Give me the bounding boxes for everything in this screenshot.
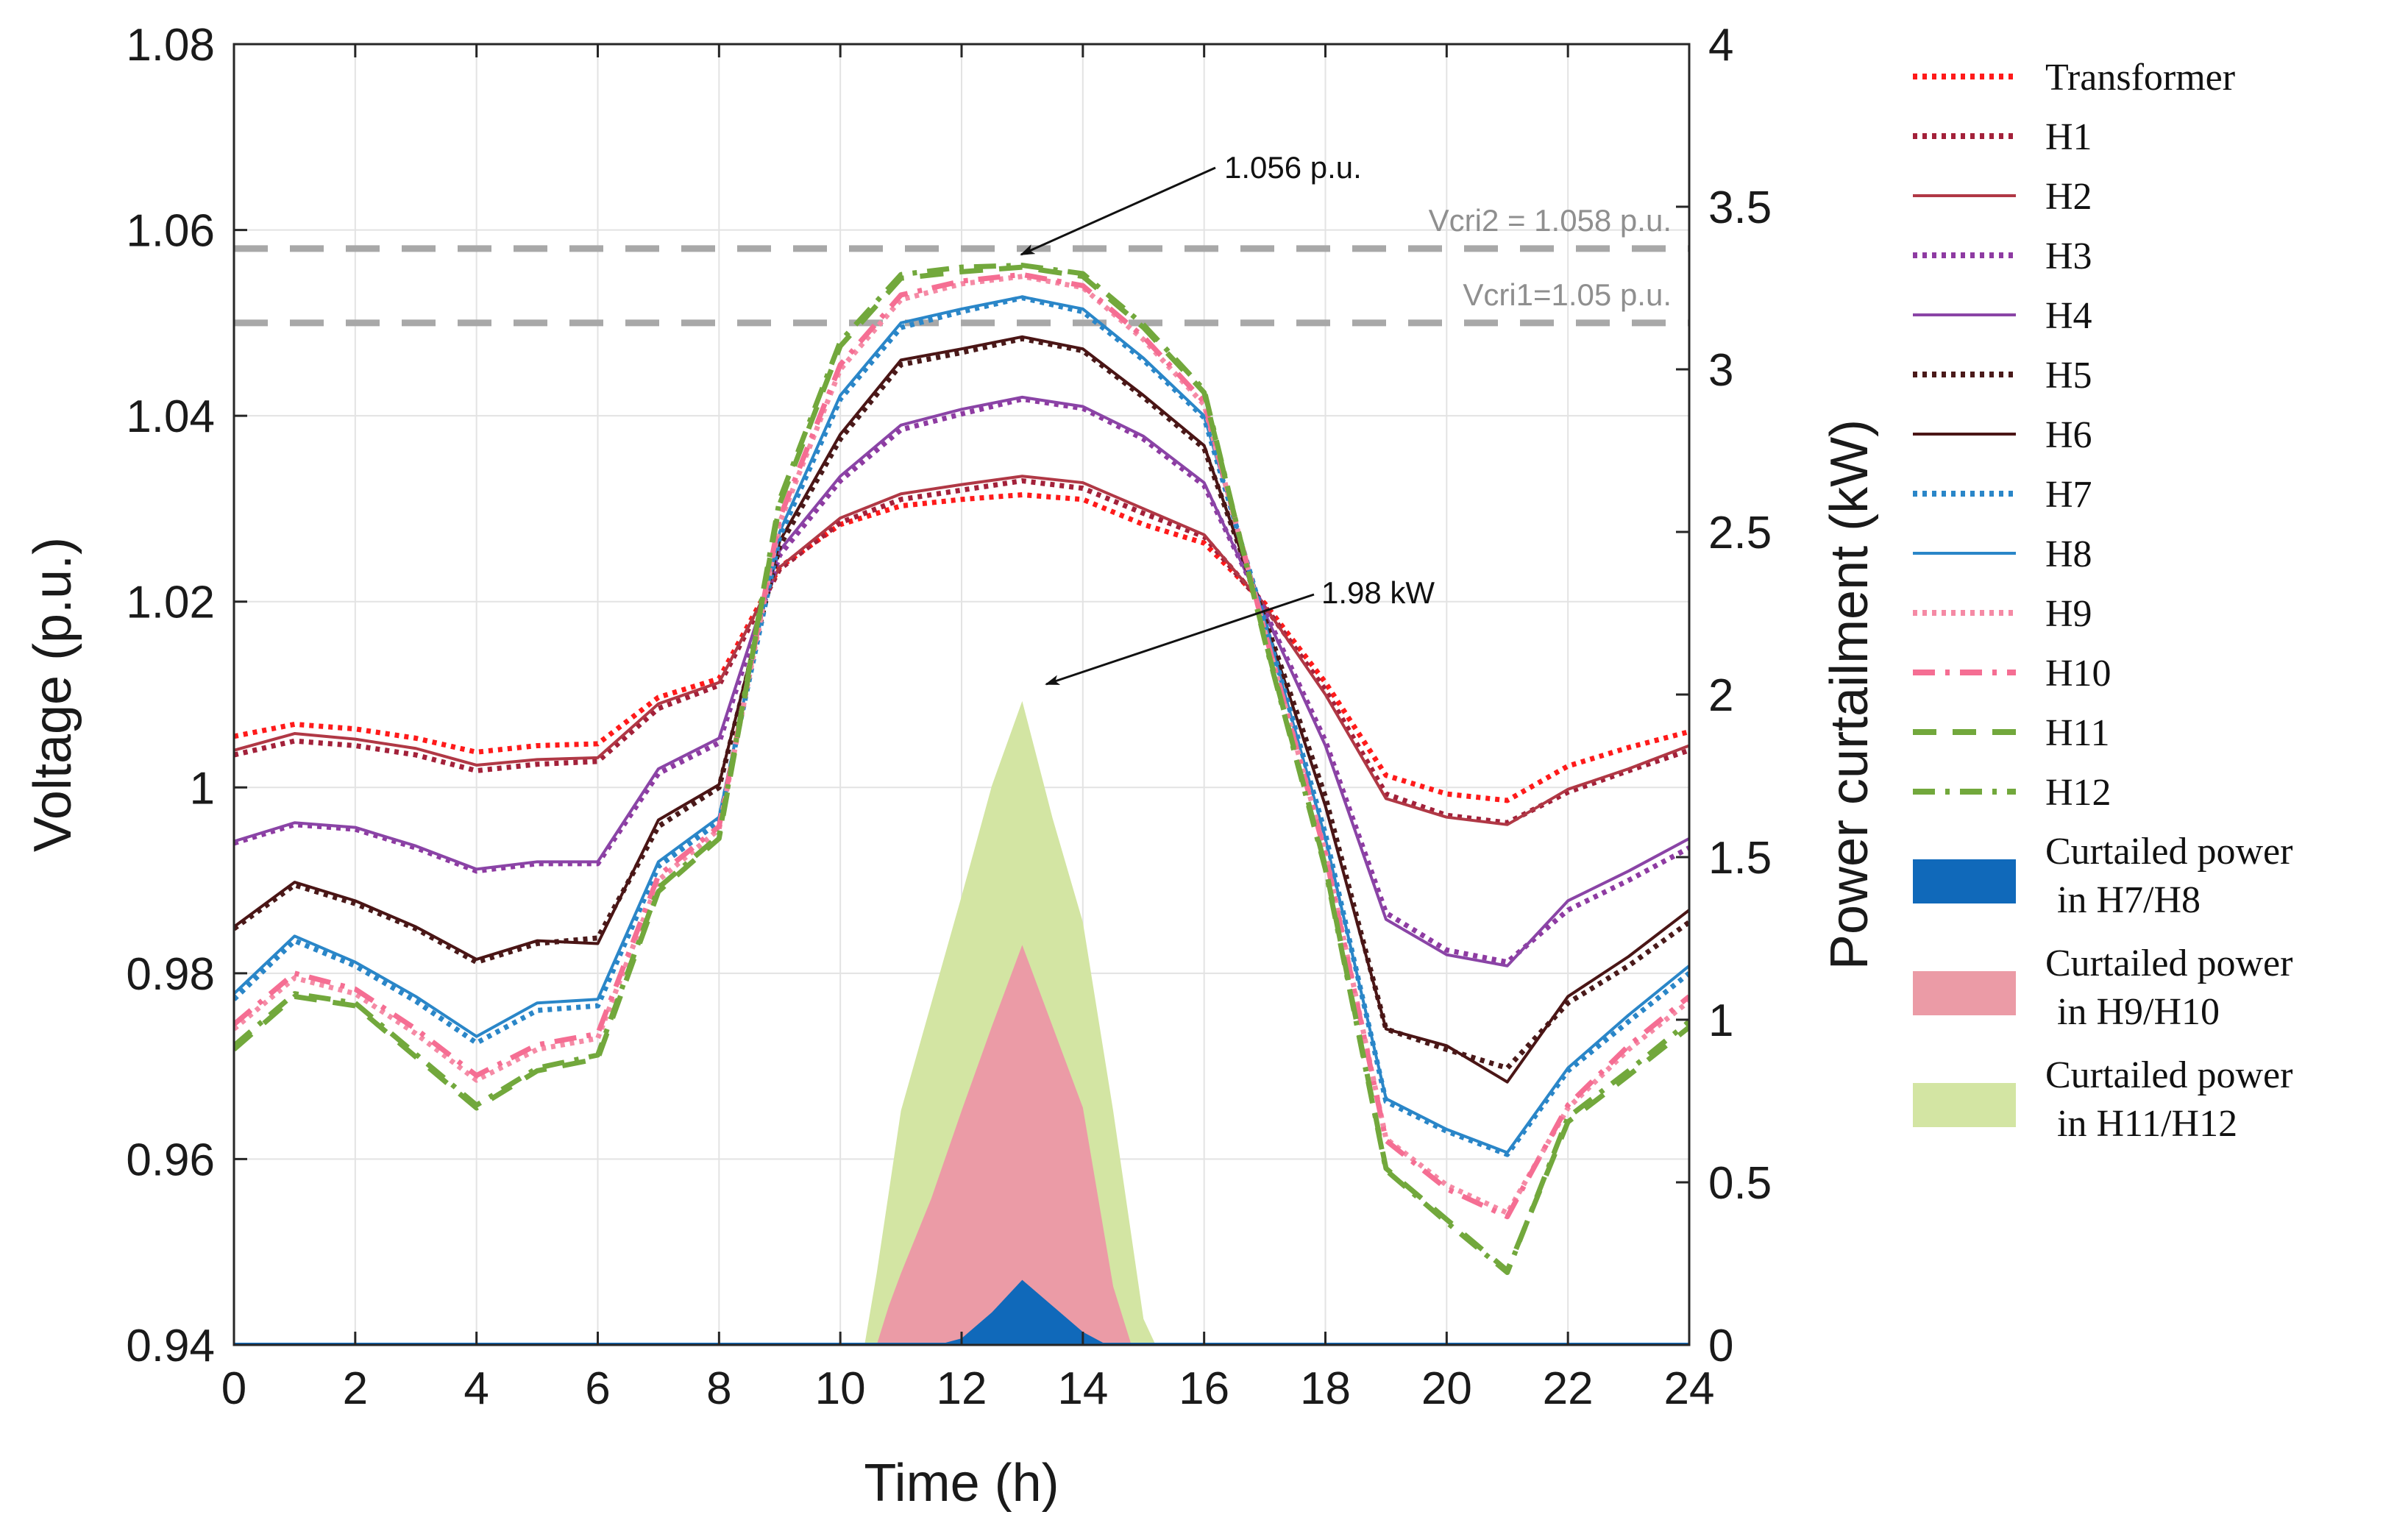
series-line-10 [234, 271, 1689, 1220]
y-right-tick-label: 2.5 [1708, 508, 1772, 558]
y-right-tick-label: 2 [1708, 670, 1733, 721]
axis-ticks: 0 2 4 6 8 10 12 14 16 18 20 22 240.940.960.9811.021.… [126, 20, 1772, 1414]
series-line-12 [234, 263, 1689, 1275]
x-axis-label: Time (h) [864, 1454, 1059, 1513]
x-tick-label: 18 [1300, 1363, 1351, 1414]
y-right-tick-label: 4 [1708, 20, 1733, 71]
series-line-8 [234, 295, 1689, 1154]
reference-line-label: Vcri1=1.05 p.u. [1463, 277, 1672, 312]
voltage-lines [234, 263, 1689, 1275]
x-tick-label: 24 [1664, 1363, 1715, 1414]
y-right-tick-label: 3.5 [1708, 182, 1772, 233]
area-2 [937, 1279, 1107, 1345]
x-tick-label: 0 [221, 1363, 246, 1414]
series-line-2 [234, 475, 1689, 826]
legend-area-label-line2: in H7/H8 [2057, 879, 2201, 921]
y-left-tick-label: 0.94 [126, 1321, 215, 1371]
legend-label: H8 [2045, 533, 2092, 575]
annotation-arrow-voltage [1020, 166, 1216, 256]
y-left-tick-label: 1.02 [126, 578, 215, 628]
legend-area-swatch-1 [1913, 971, 2016, 1015]
reference-line-label: Vcri2 = 1.058 p.u. [1429, 203, 1672, 238]
legend-label: H4 [2045, 295, 2092, 337]
legend: Transformer H1 H2 H3 H4 H5 H6 H7 H8 H9 H10 H11 H12 Cu… [1913, 57, 2292, 1145]
series-line-4 [234, 395, 1689, 967]
annotations: 1.056 p.u. 1.98 kW [1020, 150, 1435, 686]
legend-area-label-line2: in H9/H10 [2057, 991, 2220, 1033]
legend-label: H2 [2045, 176, 2092, 218]
series-line-3 [234, 396, 1689, 965]
y-axis-label-right: Power curtailment (kW) [1820, 419, 1879, 970]
legend-area-label-line1: Curtailed power [2045, 1054, 2292, 1096]
x-tick-label: 4 [464, 1363, 489, 1414]
x-tick-label: 16 [1179, 1363, 1229, 1414]
series-line-11 [234, 264, 1689, 1274]
legend-label: H3 [2045, 235, 2092, 277]
y-axis-label-left: Voltage (p.u.) [24, 537, 82, 852]
x-tick-label: 12 [937, 1363, 987, 1414]
y-left-tick-label: 0.96 [126, 1134, 215, 1185]
area-1 [876, 945, 1132, 1345]
series-line-9 [234, 274, 1689, 1216]
x-tick-label: 2 [343, 1363, 368, 1414]
legend-label: H1 [2045, 116, 2092, 158]
y-right-tick-label: 1 [1708, 995, 1733, 1046]
legend-label: H10 [2045, 653, 2112, 695]
legend-area-label-line2: in H11/H12 [2057, 1103, 2237, 1145]
series-line-5 [234, 335, 1689, 1071]
legend-label: Transformer [2045, 57, 2235, 99]
legend-label: H9 [2045, 593, 2092, 635]
x-tick-label: 14 [1057, 1363, 1108, 1414]
legend-area-label-line1: Curtailed power [2045, 942, 2292, 984]
curtailment-areas [234, 700, 1689, 1345]
x-tick-label: 10 [815, 1363, 866, 1414]
legend-label: H6 [2045, 414, 2092, 456]
y-left-tick-label: 1.04 [126, 391, 215, 442]
legend-label: H11 [2045, 712, 2110, 754]
legend-area-label-line1: Curtailed power [2045, 831, 2292, 873]
annotation-arrow-power [1045, 593, 1315, 686]
y-left-tick-label: 1.08 [126, 20, 215, 71]
y-left-tick-label: 1.06 [126, 206, 215, 257]
x-tick-label: 6 [585, 1363, 610, 1414]
legend-label: H12 [2045, 772, 2112, 814]
reference-lines: Vcri2 = 1.058 p.u. Vcri1=1.05 p.u. [234, 203, 1689, 327]
y-left-tick-label: 1 [190, 763, 215, 814]
annotation-peak-voltage: 1.056 p.u. [1224, 150, 1362, 185]
y-right-tick-label: 1.5 [1708, 833, 1772, 884]
legend-label: H5 [2045, 355, 2092, 397]
legend-label: H7 [2045, 474, 2092, 516]
y-right-tick-label: 0.5 [1708, 1158, 1772, 1209]
legend-area-swatch-2 [1913, 1083, 2016, 1127]
series-line-0 [234, 491, 1689, 803]
legend-area-swatch-0 [1913, 859, 2016, 903]
x-tick-label: 8 [706, 1363, 731, 1414]
x-tick-label: 20 [1421, 1363, 1472, 1414]
x-tick-label: 22 [1543, 1363, 1594, 1414]
y-right-tick-label: 0 [1708, 1321, 1733, 1371]
y-left-tick-label: 0.98 [126, 949, 215, 1000]
annotation-peak-power: 1.98 kW [1321, 575, 1435, 610]
series-line-6 [234, 335, 1689, 1084]
y-right-tick-label: 3 [1708, 345, 1733, 396]
